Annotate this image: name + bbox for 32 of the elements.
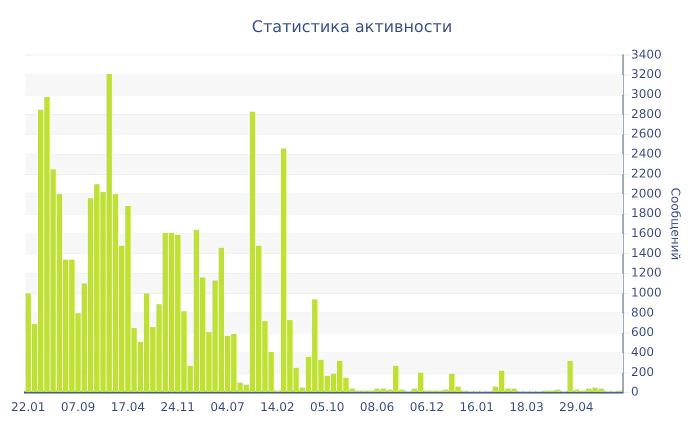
x-tick-label: 17.04 bbox=[110, 400, 146, 414]
x-tick-label: 07.09 bbox=[60, 400, 96, 414]
y-tick-label: 2600 bbox=[631, 126, 662, 141]
y-tick-label: 2800 bbox=[631, 106, 662, 121]
y-tick-label: 800 bbox=[631, 305, 654, 320]
x-tick-label: 18.03 bbox=[509, 400, 544, 414]
x-tick-label: 29.04 bbox=[559, 400, 594, 414]
y-tick-label: 1200 bbox=[631, 266, 662, 280]
x-tick-label: 06.12 bbox=[410, 400, 444, 414]
x-tick-label: 22.01 bbox=[11, 400, 46, 414]
y-tick-label: 3000 bbox=[631, 87, 662, 102]
y-tick-label: 0 bbox=[631, 384, 639, 399]
y-tick-label: 1000 bbox=[631, 285, 662, 300]
y-axis-title: Сообщений bbox=[668, 188, 683, 260]
y-tick-label: 1800 bbox=[631, 206, 662, 220]
y-tick-label: 200 bbox=[631, 364, 654, 379]
chart-title: Статистика активности bbox=[252, 16, 452, 36]
y-tick-label: 1400 bbox=[631, 246, 662, 260]
y-tick-label: 2400 bbox=[631, 146, 662, 161]
y-tick-label: 3400 bbox=[631, 47, 662, 62]
x-tick-label: 16.01 bbox=[460, 400, 494, 414]
x-tick-label: 14.02 bbox=[260, 400, 295, 414]
y-tick-label: 400 bbox=[631, 345, 654, 360]
y-tick-label: 2200 bbox=[631, 166, 662, 180]
x-tick-label: 08.06 bbox=[360, 400, 394, 414]
y-tick-label: 600 bbox=[631, 325, 654, 340]
x-tick-label: 24.11 bbox=[160, 400, 195, 414]
y-tick-label: 1600 bbox=[631, 226, 662, 240]
y-tick-label: 2000 bbox=[631, 186, 662, 200]
x-tick-label: 04.07 bbox=[210, 400, 245, 414]
y-tick-label: 3200 bbox=[631, 67, 662, 82]
x-tick-label: 05.10 bbox=[310, 400, 344, 414]
